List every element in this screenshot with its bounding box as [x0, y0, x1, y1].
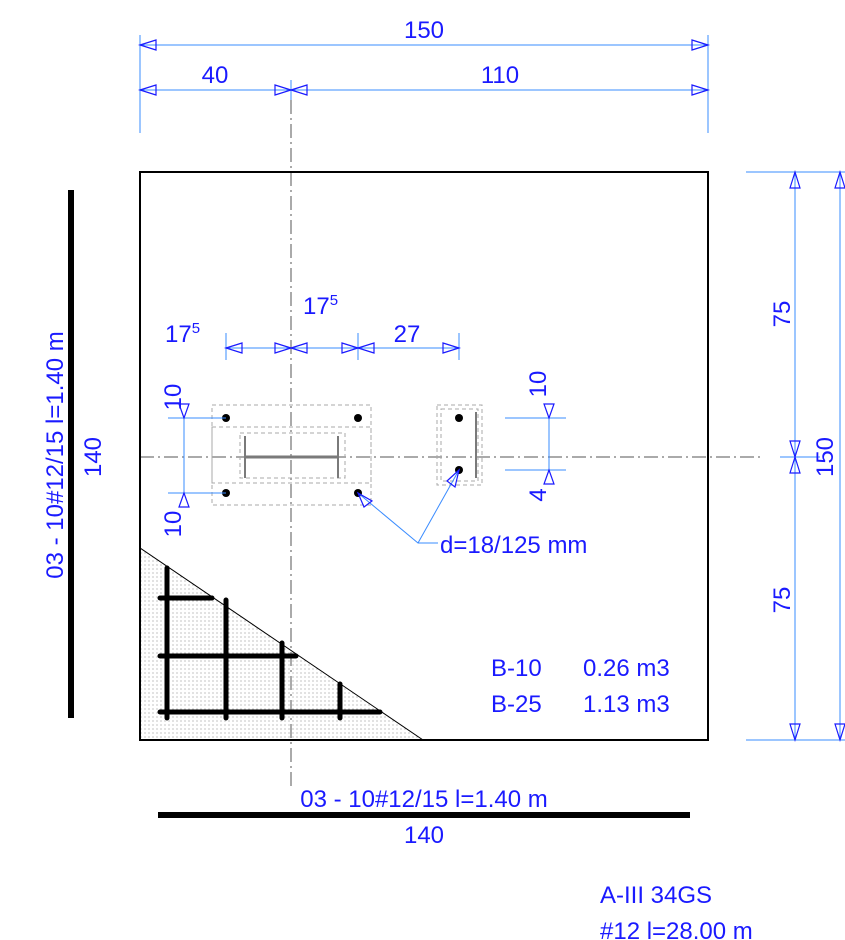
rebar-horizontal-callout: 03 - 10#12/15 l=1.40 m 140	[158, 786, 690, 849]
dim-bolt-mid: 17	[303, 293, 330, 320]
concrete-grade-2: B-25	[491, 691, 542, 718]
dim-right-upper: 10	[525, 371, 552, 398]
dim-bolt-left-sup: 5	[192, 320, 200, 337]
steel-total: #12 l=28.00 m	[600, 918, 753, 940]
bolt-label: d=18/125 mm	[440, 532, 587, 559]
rebar-vertical-spec: 03 - 10#12/15 l=1.40 m	[42, 331, 69, 579]
side-dimensions: 75 75 150	[746, 169, 845, 743]
dim-bolt-mid-sup: 5	[330, 292, 338, 309]
svg-text:175: 175	[303, 292, 338, 320]
dim-bolt-right: 27	[394, 321, 421, 348]
rebar-grid	[157, 565, 383, 721]
rebar-horizontal-length: 140	[404, 822, 444, 849]
bolt-dimensions: 175 175 27	[165, 292, 462, 360]
dim-left-upper: 10	[160, 384, 187, 411]
dim-top-left: 40	[202, 62, 229, 89]
concrete-grade-1: B-10	[491, 655, 542, 682]
rebar-vertical-length: 140	[80, 437, 107, 477]
dim-left-lower: 10	[160, 511, 187, 538]
dim-side-upper: 75	[769, 301, 796, 328]
bolt-leader: d=18/125 mm	[356, 468, 587, 559]
bolt-group-right	[436, 404, 483, 486]
foundation-plate	[139, 171, 709, 741]
left-bolt-dimensions: 10 10	[160, 384, 226, 538]
dim-side-lower: 75	[769, 587, 796, 614]
rebar-horizontal-spec: 03 - 10#12/15 l=1.40 m	[300, 786, 548, 813]
steel-grade: A-III 34GS	[600, 882, 712, 909]
top-dimensions: 150 40 110	[137, 17, 711, 133]
concrete-volume-1: 0.26 m3	[583, 655, 670, 682]
right-bolt-dimensions: 10 4	[505, 371, 566, 502]
dim-top-total: 150	[404, 17, 444, 44]
dim-top-right: 110	[481, 62, 519, 89]
dim-side-total: 150	[812, 437, 839, 477]
concrete-volume-2: 1.13 m3	[583, 691, 670, 718]
dim-right-lower: 4	[525, 488, 552, 501]
dim-bolt-left: 17	[165, 321, 192, 348]
steel-summary: A-III 34GS #12 l=28.00 m	[600, 882, 753, 940]
svg-text:175: 175	[165, 320, 200, 348]
rebar-vertical-callout: 03 - 10#12/15 l=1.40 m 140	[42, 190, 107, 718]
concrete-table: B-10 0.26 m3 B-25 1.13 m3	[491, 655, 670, 718]
